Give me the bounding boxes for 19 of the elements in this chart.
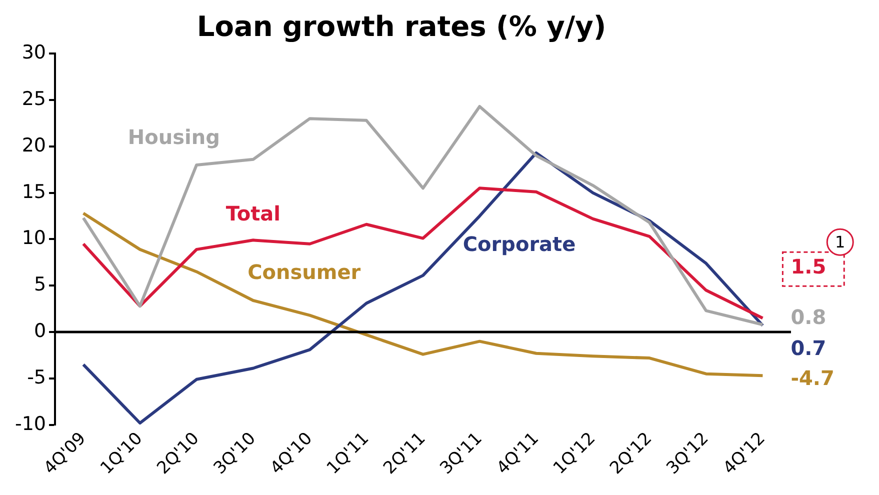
series-label: Total [226,201,280,226]
y-tick-label: 0 [34,320,46,342]
y-tick-label: 15 [22,180,46,203]
series-label: Housing [128,125,220,150]
y-tick-label: 20 [22,134,46,156]
y-tick-label: -5 [27,366,46,388]
chart-title: Loan growth rates (% y/y) [196,10,606,44]
y-tick-label: 10 [22,227,46,250]
data-label: 0.8 [790,304,826,329]
text: 1 [835,232,846,252]
data-label: -4.7 [790,366,834,390]
data-label: 1.5 [790,254,826,278]
y-tick-label: 30 [22,42,46,64]
series-label: Corporate [462,232,576,256]
y-tick-label: 5 [34,274,46,296]
y-tick-label: -10 [14,412,46,435]
data-label: 0.7 [790,336,826,360]
series-label: Consumer [248,260,361,284]
y-tick-label: 25 [22,88,46,110]
